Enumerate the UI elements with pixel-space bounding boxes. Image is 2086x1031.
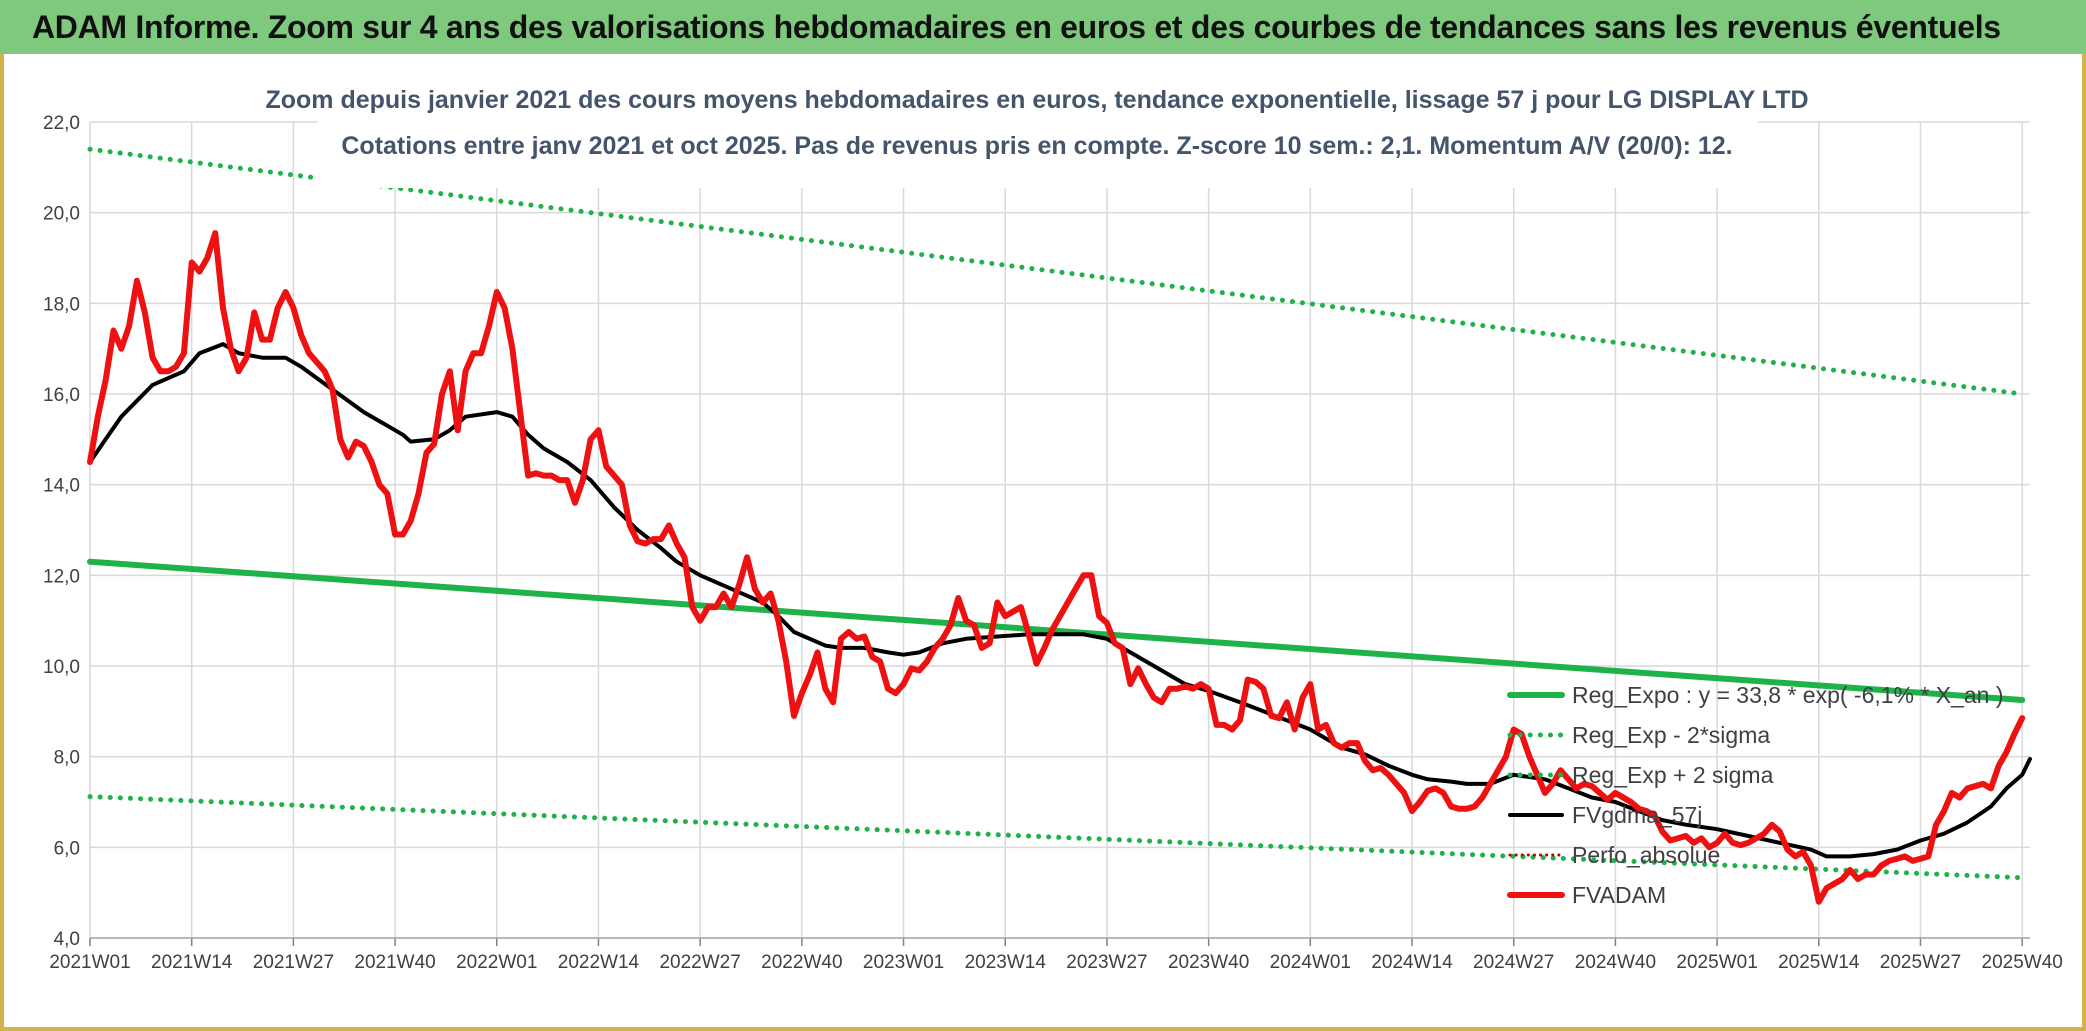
chart-grid — [89, 121, 2030, 939]
x-tick-label: 2022W14 — [558, 952, 640, 973]
x-tick-label: 2024W14 — [1371, 952, 1453, 973]
title-background — [318, 78, 1758, 188]
legend-label: Perfo_absolue — [1572, 842, 1720, 868]
x-tick-label: 2025W40 — [1982, 952, 2063, 973]
x-tick-label: 2022W27 — [659, 952, 740, 973]
x-tick-label: 2023W27 — [1066, 952, 1147, 973]
chart-legend: Reg_Expo : y = 33,8 * exp( -6,1% * X_an … — [1507, 682, 2004, 908]
x-tick-label: 2021W14 — [151, 952, 233, 973]
x-tick-label: 2024W40 — [1575, 952, 1656, 973]
line-chart: 4,0 6,0 8,0 10,0 12,0 14,0 16,0 18,0 20,0 22,0 202… — [43, 78, 2063, 973]
x-tick-label: 2025W27 — [1880, 952, 1961, 973]
x-tick-label: 2024W01 — [1270, 952, 1351, 973]
x-tick-label: 2023W01 — [863, 952, 944, 973]
y-tick-label: 6,0 — [54, 838, 80, 859]
series-line-band-1 — [87, 794, 2025, 881]
x-tick-label: 2021W01 — [49, 952, 130, 973]
x-tick-label: 2023W14 — [965, 952, 1047, 973]
x-tick-label: 2025W14 — [1778, 952, 1860, 973]
series-line-band-2 — [87, 146, 2025, 397]
chart-title: Zoom depuis janvier 2021 des cours moyen… — [265, 86, 1808, 114]
chart-axes: 4,0 6,0 8,0 10,0 12,0 14,0 16,0 18,0 20,0 22,0 202… — [43, 113, 2063, 973]
y-tick-label: 14,0 — [43, 476, 80, 497]
y-tick-label: 10,0 — [43, 657, 80, 678]
legend-label: Reg_Expo : y = 33,8 * exp( -6,1% * X_an … — [1572, 682, 2004, 708]
y-tick-label: 18,0 — [43, 294, 80, 315]
chart-title-block: Zoom depuis janvier 2021 des cours moyen… — [265, 78, 1809, 188]
series-line-reg-0 — [87, 558, 2026, 703]
report-title: ADAM Informe. Zoom sur 4 ans des valoris… — [32, 8, 2001, 45]
x-tick-label: 2021W40 — [354, 952, 435, 973]
y-tick-label: 22,0 — [43, 113, 80, 134]
x-tick-label: 2021W27 — [253, 952, 334, 973]
chart-subtitle: Cotations entre janv 2021 et oct 2025. P… — [341, 132, 1732, 160]
legend-label: FVgdma_57j — [1572, 802, 1702, 828]
legend-label: FVADAM — [1572, 882, 1666, 908]
x-tick-label: 2025W01 — [1676, 952, 1757, 973]
series-line-adam-5 — [87, 230, 2026, 905]
y-tick-label: 8,0 — [54, 748, 80, 769]
chart-series — [87, 146, 2032, 905]
x-tick-label: 2022W01 — [456, 952, 537, 973]
x-tick-label: 2022W40 — [761, 952, 842, 973]
y-tick-label: 12,0 — [43, 566, 80, 587]
x-tick-label: 2023W40 — [1168, 952, 1249, 973]
series-line-gdma-3 — [88, 342, 2032, 859]
x-tick-label: 2024W27 — [1473, 952, 1554, 973]
legend-label: Reg_Exp + 2 sigma — [1572, 762, 1774, 788]
report-banner: ADAM Informe. Zoom sur 4 ans des valoris… — [0, 0, 2086, 54]
legend-label: Reg_Exp - 2*sigma — [1572, 722, 1770, 748]
y-tick-label: 20,0 — [43, 204, 80, 225]
y-tick-label: 4,0 — [54, 929, 80, 950]
y-tick-label: 16,0 — [43, 385, 80, 406]
